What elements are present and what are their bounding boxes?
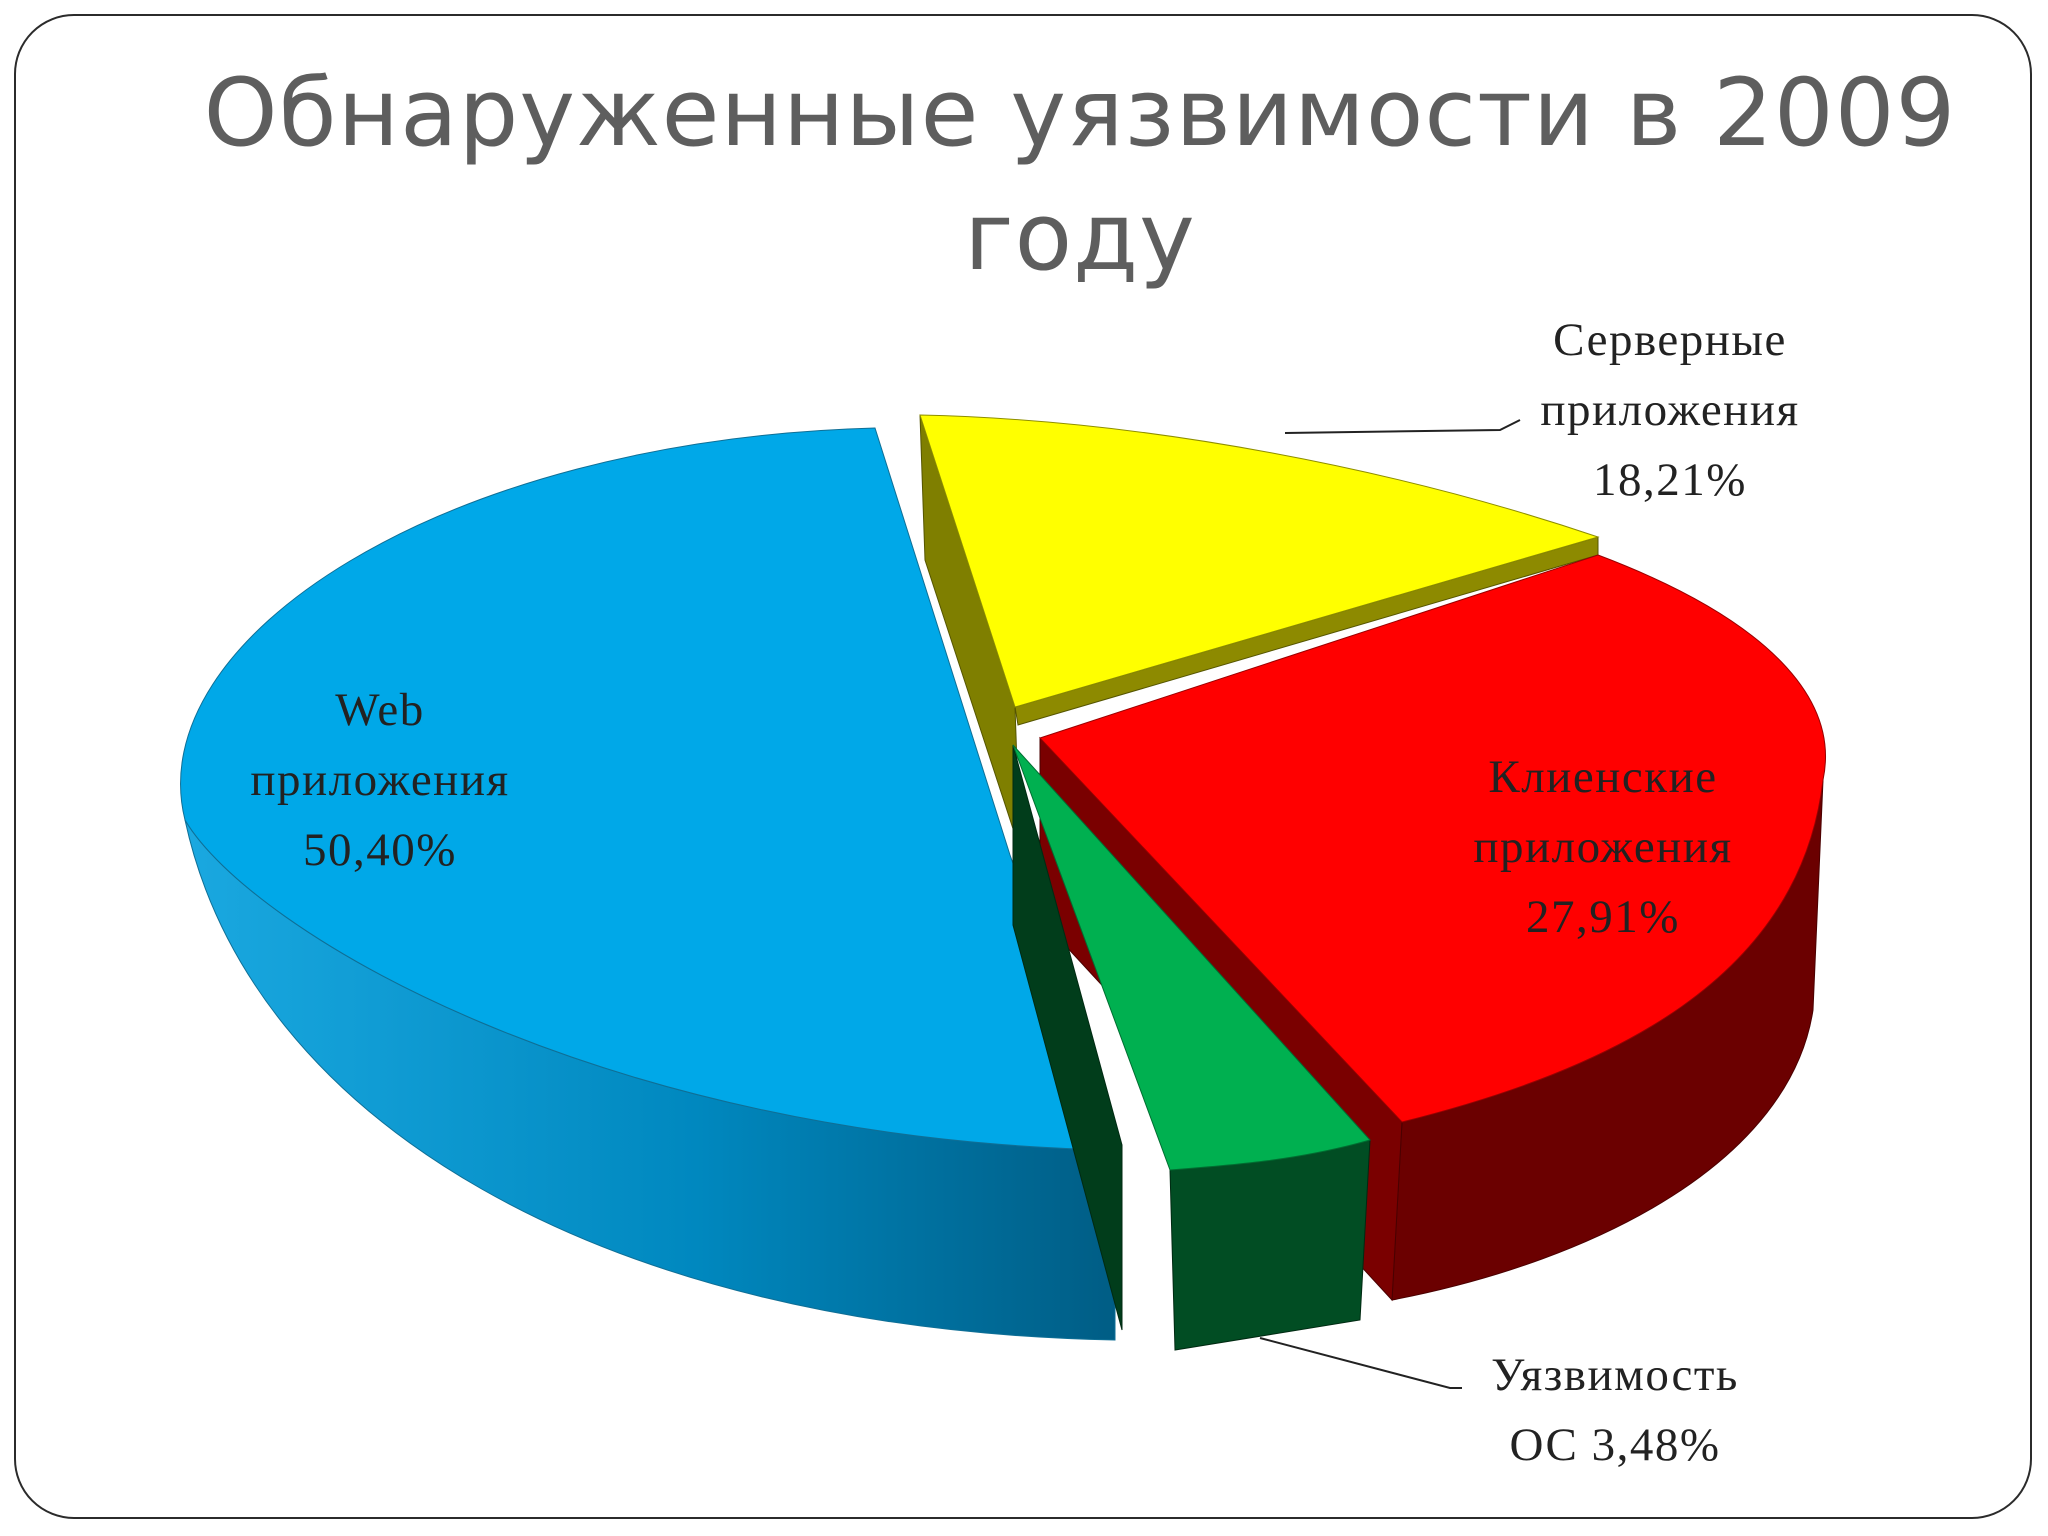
label-web: Web приложения 50,40% bbox=[250, 684, 509, 876]
label-os-line-1: Уязвимость bbox=[1491, 1349, 1739, 1401]
label-os-line-2: ОС 3,48% bbox=[1509, 1419, 1720, 1471]
pie-slice-web-top bbox=[180, 427, 1116, 1151]
label-server: Серверные приложения 18,21% bbox=[1540, 314, 1799, 506]
label-client-line-1: Клиенские bbox=[1488, 751, 1717, 803]
pie-slice-os-side bbox=[1169, 1139, 1371, 1351]
title-line-2: году bbox=[964, 183, 1196, 292]
label-os: Уязвимость ОС 3,48% bbox=[1491, 1349, 1739, 1471]
label-web-line-2: приложения bbox=[250, 754, 509, 806]
label-web-line-3: 50,40% bbox=[303, 824, 457, 876]
pie-slice-os-top bbox=[1012, 744, 1371, 1171]
pie-slice-client-top bbox=[1039, 554, 1826, 1123]
pie-slice-web bbox=[180, 427, 1116, 1341]
label-server-line-2: приложения bbox=[1540, 384, 1799, 436]
leader-line-os bbox=[1259, 1337, 1462, 1389]
pie-slice-server bbox=[919, 414, 1600, 851]
label-client-line-3: 27,91% bbox=[1526, 891, 1680, 943]
label-client-line-2: приложения bbox=[1473, 821, 1732, 873]
label-web-line-1: Web bbox=[335, 684, 424, 736]
label-client: Клиенские приложения 27,91% bbox=[1473, 751, 1732, 943]
label-server-line-1: Серверные bbox=[1553, 314, 1787, 366]
pie-slice-os-inner bbox=[1012, 744, 1123, 1331]
page-title: Обнаруженные уязвимости в 2009 году bbox=[0, 52, 2048, 300]
title-line-1: Обнаруженные уязвимости в 2009 bbox=[203, 59, 1957, 168]
label-server-line-3: 18,21% bbox=[1593, 454, 1747, 506]
pie-slice-server-top bbox=[919, 414, 1600, 708]
leader-line-server bbox=[1284, 419, 1521, 434]
pie-slice-os bbox=[1012, 744, 1371, 1351]
